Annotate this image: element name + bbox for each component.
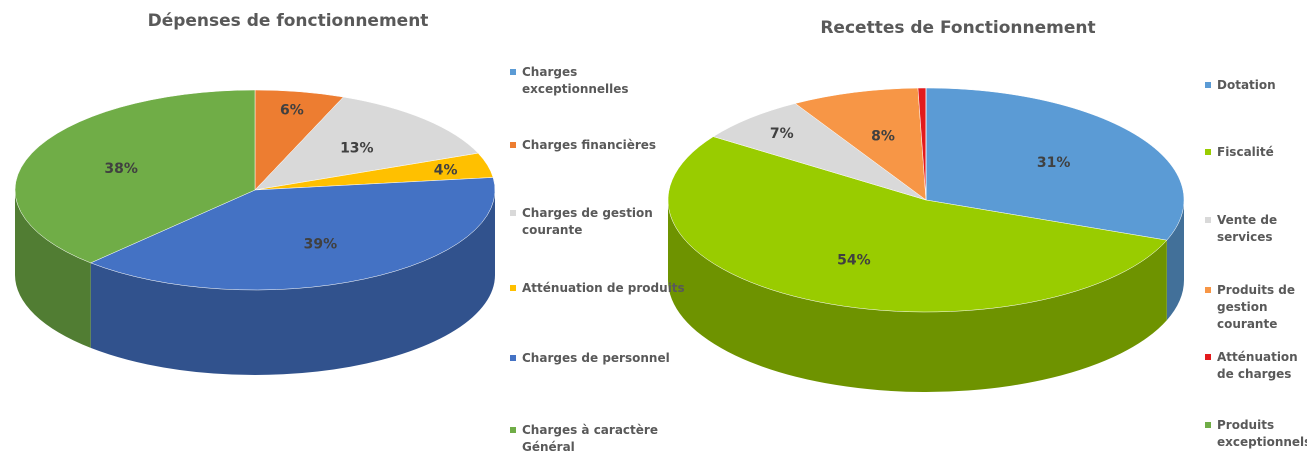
legend-item: Produits de gestion courante bbox=[1205, 282, 1307, 333]
data-label: 6% bbox=[280, 102, 304, 118]
legend-swatch bbox=[1205, 354, 1211, 360]
legend-label: Charges à caractère Général bbox=[522, 423, 658, 454]
pie-slice bbox=[254, 96, 479, 191]
pie-slice-side bbox=[90, 190, 496, 375]
legend-item: Charges de personnel bbox=[510, 350, 687, 367]
legend-swatch bbox=[510, 142, 516, 148]
legend-swatch bbox=[510, 285, 516, 291]
data-label: 39% bbox=[304, 236, 338, 252]
legend-swatch bbox=[510, 427, 516, 433]
legend-swatch bbox=[510, 210, 516, 216]
legend-item: Charges à caractère Général bbox=[510, 422, 687, 456]
legend-item: Produits exceptionnels bbox=[1205, 417, 1307, 451]
legend-label: Charges exceptionnelles bbox=[522, 65, 629, 96]
legend-label: Charges de gestion courante bbox=[522, 206, 653, 237]
pie-slice bbox=[925, 87, 1185, 241]
legend-item: Atténuation de produits bbox=[510, 280, 687, 297]
data-label: 4% bbox=[434, 163, 458, 179]
pie-slice-side bbox=[667, 200, 1167, 392]
data-label: 54% bbox=[837, 252, 871, 268]
legend-item: Vente de services bbox=[1205, 212, 1307, 246]
pie-labels: 31% 54% 7% 8% bbox=[770, 126, 1071, 269]
legend-item: Charges financières bbox=[510, 137, 687, 154]
legend-label: Produits exceptionnels bbox=[1217, 418, 1307, 449]
chart-title: Dépenses de fonctionnement bbox=[148, 11, 429, 31]
legend-label: Dotation bbox=[1217, 78, 1276, 92]
pie-slice bbox=[90, 177, 496, 291]
data-label: 8% bbox=[871, 128, 895, 144]
data-label: 7% bbox=[770, 126, 794, 142]
pie-sides bbox=[667, 200, 1184, 392]
legend-item: Fiscalité bbox=[1205, 144, 1307, 161]
pie-sides bbox=[15, 190, 496, 375]
legend-item: Atténuation de charges bbox=[1205, 349, 1307, 383]
pie-tops bbox=[667, 87, 1185, 313]
legend-label: Produits de gestion courante bbox=[1217, 283, 1295, 331]
legend-item: Charges de gestion courante bbox=[510, 205, 687, 239]
legend-item: Dotation bbox=[1205, 77, 1307, 94]
legend-label: Fiscalité bbox=[1217, 145, 1274, 159]
pie-slice-side bbox=[1166, 200, 1184, 321]
legend-swatch bbox=[510, 355, 516, 361]
legend-swatch bbox=[1205, 149, 1211, 155]
pie-slice bbox=[712, 103, 927, 201]
legend-swatch bbox=[1205, 287, 1211, 293]
legend-label: Atténuation de charges bbox=[1217, 350, 1298, 381]
pie-labels: 6% 13% 4% 39% 38% bbox=[104, 102, 457, 252]
pie-slice-side bbox=[15, 190, 91, 348]
legend-label: Charges financières bbox=[522, 138, 657, 152]
data-label: 31% bbox=[1037, 155, 1071, 171]
legend-item: Charges exceptionnelles bbox=[510, 64, 687, 98]
chart-title: Recettes de Fonctionnement bbox=[820, 18, 1095, 38]
legend-swatch bbox=[1205, 82, 1211, 88]
pie-tops bbox=[14, 89, 496, 291]
legend-swatch bbox=[1205, 422, 1211, 428]
pie-slice bbox=[667, 136, 1168, 313]
data-label: 38% bbox=[104, 161, 138, 177]
legend-label: Charges de personnel bbox=[522, 351, 670, 365]
legend-swatch bbox=[510, 69, 516, 75]
pie-slice bbox=[794, 87, 927, 201]
data-label: 13% bbox=[340, 141, 374, 157]
legend-label: Atténuation de produits bbox=[522, 281, 685, 295]
pie-slice bbox=[14, 89, 256, 264]
legend-swatch bbox=[1205, 217, 1211, 223]
legend-label: Vente de services bbox=[1217, 213, 1278, 244]
